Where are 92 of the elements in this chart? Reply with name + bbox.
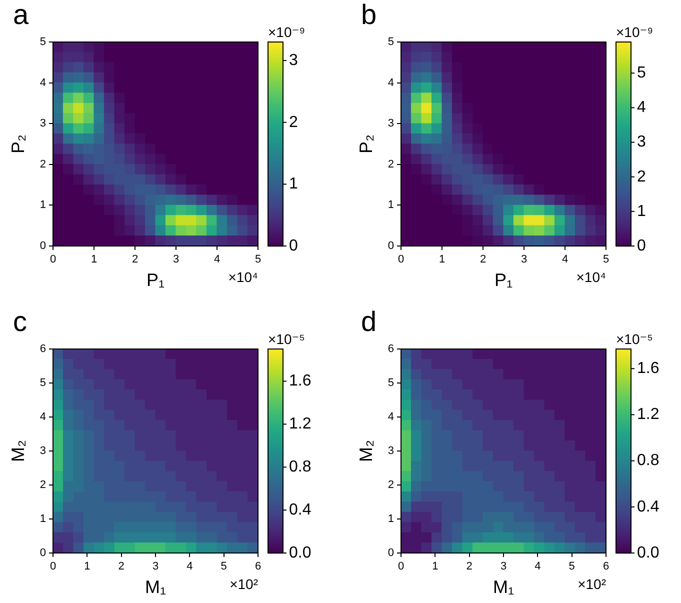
y-tick-label: 0: [40, 240, 46, 252]
x-tick-label: 6: [602, 560, 610, 573]
color-bar-label: 1: [289, 176, 298, 193]
y-tick-label: 4: [40, 411, 46, 424]
y-tick-label: 2: [388, 158, 394, 170]
x-tick-label: 2: [132, 254, 138, 266]
chart-title: c: [13, 306, 27, 337]
chart-title: a: [13, 0, 29, 30]
text: ×10²: [230, 576, 258, 592]
y-tick-label: 0: [388, 240, 394, 252]
color-bar-title: ×10⁻⁹: [268, 24, 306, 40]
color-bar-label: 0: [289, 237, 298, 254]
color-bar-label: 2: [289, 114, 298, 131]
color-bar-label: 0.8: [289, 458, 312, 476]
color-bar-label: 3: [289, 52, 298, 69]
color-bar-label: 0.8: [637, 452, 660, 470]
color-bar-label: 3: [637, 134, 646, 151]
color-bar-label: 0.0: [637, 544, 660, 562]
x-tick-label: 2: [118, 560, 124, 573]
y-tick-label: 1: [388, 199, 394, 212]
color-bar-label: 1: [637, 202, 646, 220]
x-tick-label: 3: [152, 560, 159, 573]
y-tick-label: 0: [40, 547, 46, 560]
color-bar-label: 1.6: [637, 360, 660, 377]
x-tick-label: 4: [186, 560, 193, 573]
color-bar-label: 0: [637, 237, 646, 254]
text: ×10²: [578, 576, 606, 592]
color-bar-label: 2: [637, 168, 646, 186]
x-tick-label: 4: [562, 254, 568, 266]
text: ×10⁴: [228, 269, 258, 285]
x-axis-title: P₁: [146, 270, 165, 290]
color-bar-label: 0.0: [289, 544, 312, 562]
chart-title: b: [361, 0, 377, 30]
y-tick-label: 1: [388, 513, 394, 526]
y-tick-label: 3: [388, 445, 394, 458]
x-tick-label: 0: [50, 254, 56, 266]
y-tick-label: 5: [40, 377, 46, 390]
color-bar-label: 1.6: [289, 372, 312, 390]
y-tick-label: 3: [40, 445, 46, 458]
color-bar-title: ×10⁻⁵: [268, 331, 305, 347]
color-bar-label: 4: [637, 99, 646, 116]
y-tick-label: 1: [40, 199, 46, 212]
y-tick-label: 4: [388, 411, 394, 424]
x-tick-label: 0: [398, 560, 404, 573]
y-tick-label: 3: [40, 118, 46, 130]
x-tick-label: 1: [432, 560, 438, 573]
y-tick-label: 1: [40, 513, 46, 526]
y-tick-label: 5: [388, 36, 394, 48]
color-bar-label: 0.4: [637, 498, 660, 516]
y-tick-label: 0: [388, 547, 394, 560]
x-tick-label: 3: [520, 254, 528, 266]
x-axis-title: M₁: [492, 577, 514, 598]
chart-title: d: [361, 306, 377, 337]
x-tick-label: 1: [90, 254, 98, 266]
y-tick-label: 5: [388, 377, 394, 390]
x-tick-label: 3: [172, 254, 180, 266]
color-bar-label: 1.2: [289, 416, 312, 433]
color-bar-label: 5: [637, 64, 646, 82]
y-tick-label: 2: [388, 479, 394, 492]
color-bar-label: 1.2: [637, 406, 660, 424]
x-tick-label: 2: [480, 254, 486, 266]
y-tick-label: 6: [388, 343, 394, 356]
x-tick-label: 2: [466, 560, 472, 573]
x-tick-label: 0: [398, 254, 404, 266]
y-tick-label: 6: [40, 343, 46, 356]
y-tick-label: 4: [388, 76, 394, 89]
x-axis-title: P₁: [494, 270, 513, 290]
y-axis-title: M₂: [356, 440, 376, 462]
y-tick-label: 3: [388, 118, 394, 130]
x-tick-label: 3: [500, 560, 507, 573]
x-tick-label: 6: [254, 560, 262, 573]
y-tick-label: 4: [40, 76, 46, 89]
color-bar-label: 0.4: [289, 501, 312, 518]
x-tick-label: 4: [214, 254, 220, 266]
y-axis-title: M₂: [8, 440, 28, 462]
x-tick-label: 5: [254, 254, 262, 266]
color-bar-title: ×10⁻⁹: [616, 24, 654, 40]
x-tick-label: 1: [84, 560, 90, 573]
x-tick-label: 4: [534, 560, 541, 573]
x-tick-label: 5: [220, 560, 227, 573]
text: ×10⁴: [576, 269, 606, 285]
color-bar-title: ×10⁻⁵: [616, 331, 653, 347]
y-axis-title: P₂: [356, 134, 376, 154]
x-tick-label: 5: [568, 560, 575, 573]
y-tick-label: 5: [40, 36, 46, 48]
x-axis-title: M₁: [144, 577, 166, 598]
x-tick-label: 1: [438, 254, 446, 266]
x-tick-label: 5: [602, 254, 610, 266]
y-axis-title: P₂: [8, 134, 28, 154]
y-tick-label: 2: [40, 479, 46, 492]
x-tick-label: 0: [50, 560, 56, 573]
y-tick-label: 2: [40, 158, 46, 170]
